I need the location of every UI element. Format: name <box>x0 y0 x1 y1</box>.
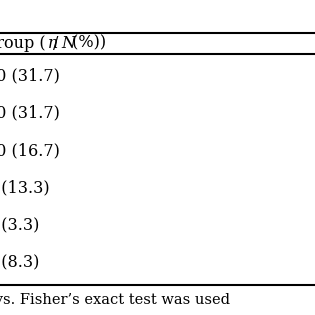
Text: /: / <box>53 35 58 52</box>
Text: ays. Fisher’s exact test was used: ays. Fisher’s exact test was used <box>0 293 230 307</box>
Text: 0 (8.3): 0 (8.3) <box>0 255 39 272</box>
Text: group (: group ( <box>0 35 45 52</box>
Text: 0 (13.3): 0 (13.3) <box>0 180 49 197</box>
Text: N: N <box>62 35 76 52</box>
Text: 0 (3.3): 0 (3.3) <box>0 217 39 234</box>
Text: 60 (31.7): 60 (31.7) <box>0 105 60 122</box>
Text: 60 (16.7): 60 (16.7) <box>0 142 60 159</box>
Text: n: n <box>48 35 58 52</box>
Text: (%)): (%)) <box>67 35 106 52</box>
Text: 60 (31.7): 60 (31.7) <box>0 67 60 84</box>
